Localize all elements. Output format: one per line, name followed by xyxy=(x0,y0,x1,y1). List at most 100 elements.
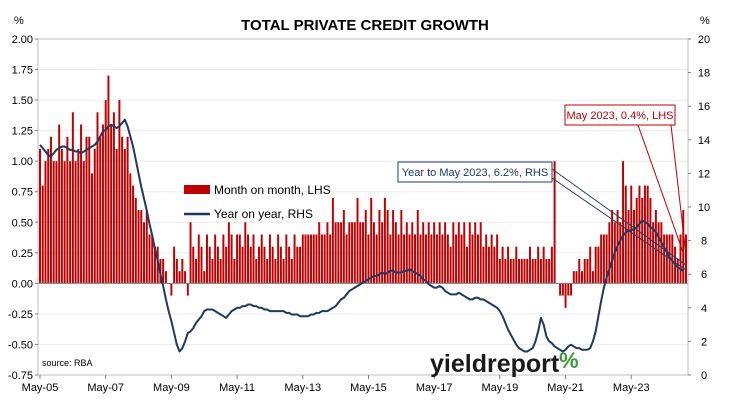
mom-bar xyxy=(408,234,411,284)
mom-bar xyxy=(422,222,425,284)
mom-bar xyxy=(414,234,416,284)
mom-bar xyxy=(80,124,83,284)
mom-bar xyxy=(233,258,236,284)
mom-bar xyxy=(285,234,288,284)
right-tick-label: 2 xyxy=(701,336,707,348)
mom-bar xyxy=(82,161,85,284)
mom-bar xyxy=(542,246,545,284)
legend: Month on month, LHS Year on year, RHS xyxy=(184,183,331,221)
x-tick-label: May-07 xyxy=(87,382,124,394)
mom-bar xyxy=(490,234,493,284)
mom-bar xyxy=(597,246,600,284)
mom-bar xyxy=(411,222,414,284)
mom-bar xyxy=(512,258,515,284)
mom-bar xyxy=(403,234,406,284)
mom-bar xyxy=(189,222,192,284)
right-tick-label: 20 xyxy=(698,34,710,46)
mom-bar xyxy=(58,124,61,284)
right-tick-label: 14 xyxy=(698,135,710,147)
mom-bar xyxy=(266,258,269,284)
mom-bar xyxy=(304,234,307,284)
mom-bar xyxy=(649,197,652,284)
mom-bar xyxy=(200,246,203,284)
mom-bar xyxy=(665,234,668,284)
mom-bar xyxy=(392,210,395,284)
mom-bar xyxy=(463,222,466,284)
mom-bar xyxy=(99,136,102,284)
mom-bar xyxy=(671,234,674,284)
mom-bar xyxy=(271,246,274,284)
right-tick-label: 12 xyxy=(698,168,710,180)
mom-bar xyxy=(657,222,660,284)
mom-bar xyxy=(433,222,436,284)
mom-bar xyxy=(548,258,551,284)
mom-bar xyxy=(435,234,438,284)
mom-bar xyxy=(498,258,501,284)
mom-bar xyxy=(405,222,408,284)
mom-bar xyxy=(255,258,258,284)
mom-bar xyxy=(389,234,392,284)
mom-bar xyxy=(66,136,69,284)
mom-bar xyxy=(496,234,499,284)
mom-bar xyxy=(203,271,206,284)
mom-bar xyxy=(537,246,540,284)
annotation-yoy-leader-1 xyxy=(551,168,687,266)
mom-bar xyxy=(241,246,244,284)
mom-bar xyxy=(236,234,239,284)
mom-bar xyxy=(378,210,381,284)
mom-bar xyxy=(479,222,482,284)
mom-bar xyxy=(260,234,263,284)
mom-bar xyxy=(219,258,222,284)
mom-bar xyxy=(482,246,485,284)
mom-bar xyxy=(331,197,334,284)
mom-bar xyxy=(633,210,635,284)
mom-bar xyxy=(438,222,441,284)
mom-bar xyxy=(493,246,496,284)
mom-bar xyxy=(630,185,633,284)
mom-bar xyxy=(362,222,364,284)
mom-bar xyxy=(444,222,447,284)
mom-bar xyxy=(427,222,430,284)
mom-bar xyxy=(96,112,99,284)
mom-bar xyxy=(534,258,537,284)
mom-bar xyxy=(227,222,230,284)
left-tick-label: 0.25 xyxy=(12,248,33,260)
annotation-mom-leader-2 xyxy=(670,124,687,256)
mom-bar xyxy=(192,246,195,284)
logo-percent-mark: % xyxy=(559,348,579,373)
mom-bar xyxy=(126,136,129,284)
mom-bar xyxy=(581,271,583,284)
mom-bar xyxy=(381,222,384,284)
mom-bar xyxy=(296,246,299,284)
mom-bar xyxy=(263,246,266,284)
annotation-mom-text: May 2023, 0.4%, LHS xyxy=(566,110,673,122)
mom-bar xyxy=(474,222,477,284)
mom-bar xyxy=(77,148,80,284)
mom-bar xyxy=(578,258,581,284)
mom-bar xyxy=(523,258,526,284)
annotation-yoy-leader-2 xyxy=(551,177,687,271)
left-tick-label: -0.50 xyxy=(8,339,33,351)
mom-bar xyxy=(71,112,74,284)
mom-bar xyxy=(561,283,564,296)
mom-bar xyxy=(466,246,468,284)
mom-bar xyxy=(545,258,548,284)
mom-bar xyxy=(605,234,608,284)
mom-bar xyxy=(356,197,359,284)
mom-bar xyxy=(222,234,225,284)
mom-bar xyxy=(238,234,241,284)
mom-bar xyxy=(312,234,315,284)
mom-bar xyxy=(504,258,507,284)
mom-bar xyxy=(375,234,378,284)
mom-bar xyxy=(572,271,575,284)
mom-bar xyxy=(416,210,419,284)
x-tick-label: May-19 xyxy=(482,382,519,394)
chart-title: TOTAL PRIVATE CREDIT GROWTH xyxy=(241,17,489,34)
mom-bar xyxy=(600,234,603,284)
mom-bar xyxy=(364,210,367,284)
mom-bar xyxy=(641,197,644,284)
mom-bar xyxy=(52,161,55,284)
left-tick-label: 1.50 xyxy=(12,95,33,107)
mom-bar xyxy=(455,234,458,284)
right-tick-label: 0 xyxy=(701,370,707,382)
